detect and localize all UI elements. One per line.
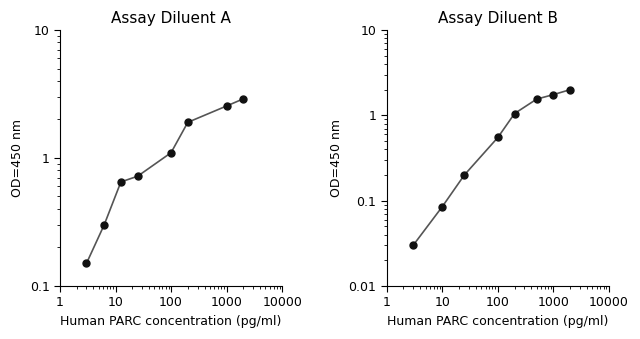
- Y-axis label: OD=450 nm: OD=450 nm: [11, 119, 24, 197]
- Title: Assay Diluent A: Assay Diluent A: [111, 11, 231, 26]
- X-axis label: Human PARC concentration (pg/ml): Human PARC concentration (pg/ml): [60, 315, 282, 328]
- X-axis label: Human PARC concentration (pg/ml): Human PARC concentration (pg/ml): [387, 315, 609, 328]
- Title: Assay Diluent B: Assay Diluent B: [438, 11, 558, 26]
- Y-axis label: OD=450 nm: OD=450 nm: [330, 119, 343, 197]
